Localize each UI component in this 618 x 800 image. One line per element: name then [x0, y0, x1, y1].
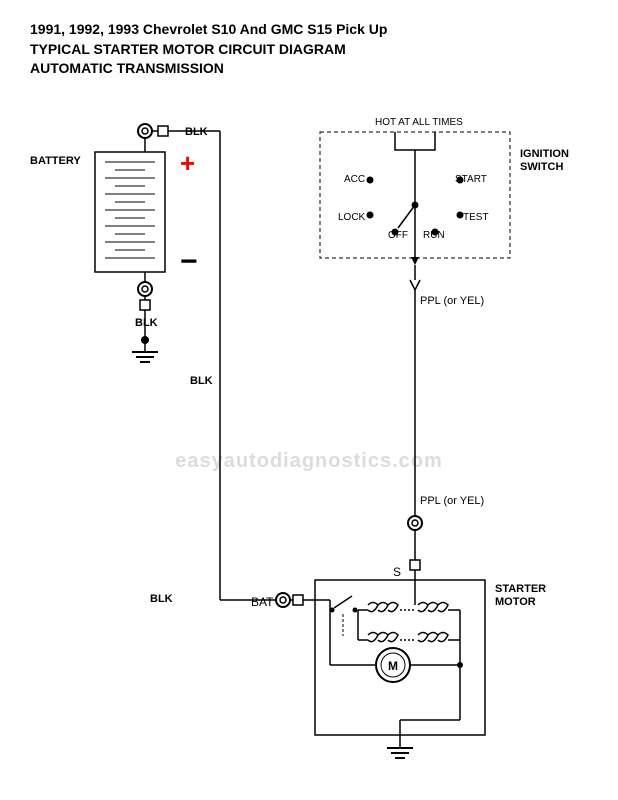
battery-pos-terminal-icon [138, 124, 152, 138]
battery-cells [105, 162, 155, 258]
bat-terminal-icon [276, 593, 290, 607]
acc-dot [367, 177, 374, 184]
connector-v-icon [410, 280, 420, 290]
battery-neg-terminal-icon [138, 282, 152, 296]
start-dot [457, 177, 464, 184]
run-dot [432, 229, 439, 236]
solenoid-coils [358, 580, 460, 720]
solenoid-coils-row2 [358, 610, 460, 642]
motor-m: M [388, 659, 398, 673]
test-dot [457, 212, 464, 219]
wiring-diagram: M [0, 0, 618, 800]
s-terminal-icon [408, 516, 422, 530]
arrow-down-icon [411, 257, 419, 265]
solenoid-contact [334, 596, 352, 608]
lock-dot [367, 212, 374, 219]
off-dot [392, 229, 399, 236]
